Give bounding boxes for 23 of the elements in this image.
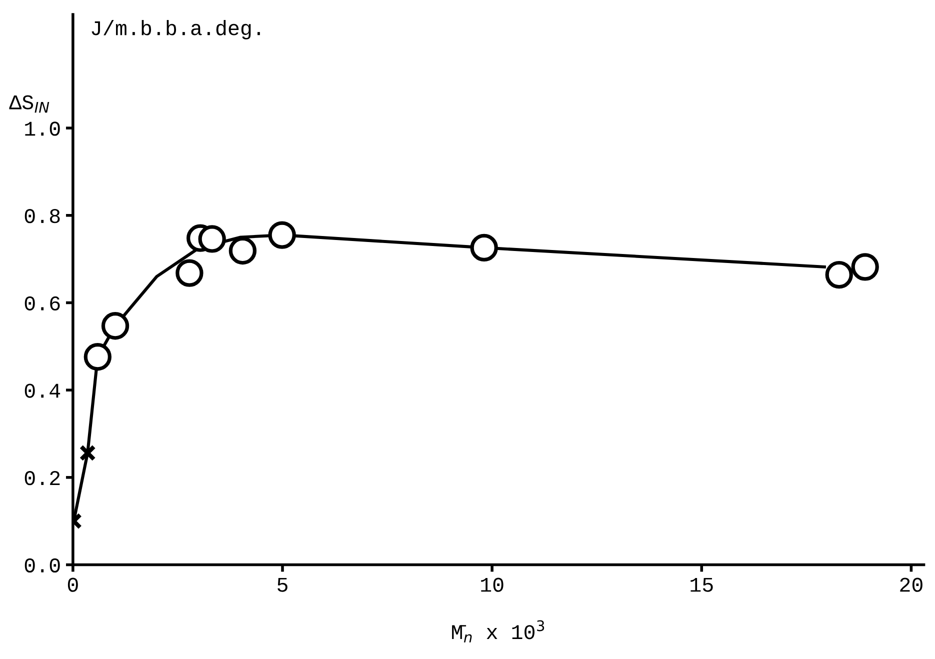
x-tick-label: 10 <box>481 578 504 592</box>
y-tick-label: 0.0 <box>24 558 60 573</box>
y-axis-title: ΔS$_{IN}$ <box>9 95 50 113</box>
point <box>198 225 226 253</box>
y-tick-label: 0.4 <box>24 384 60 398</box>
y-tick-label: 0.2 <box>24 471 60 486</box>
y-tick-label: 0.6 <box>24 296 60 310</box>
y-tick-label: 1.0 <box>25 122 60 136</box>
annotation: J/m.b.b.a.deg. <box>92 20 260 40</box>
x-axis-title: M̄$_{n}$ x 10$^{3}$ <box>452 620 544 642</box>
point <box>176 259 204 287</box>
x-tick-label: 20 <box>900 578 922 592</box>
x-tick-label: 0 <box>68 578 78 592</box>
point <box>268 221 296 249</box>
point <box>470 234 498 262</box>
point <box>825 260 853 289</box>
x-tick-label: 5 <box>278 578 288 592</box>
point <box>228 236 257 265</box>
x-tick-label: 15 <box>690 578 713 592</box>
y-tick-label: 0.8 <box>24 209 60 224</box>
point <box>851 253 879 281</box>
point <box>101 312 130 340</box>
point <box>84 343 112 371</box>
